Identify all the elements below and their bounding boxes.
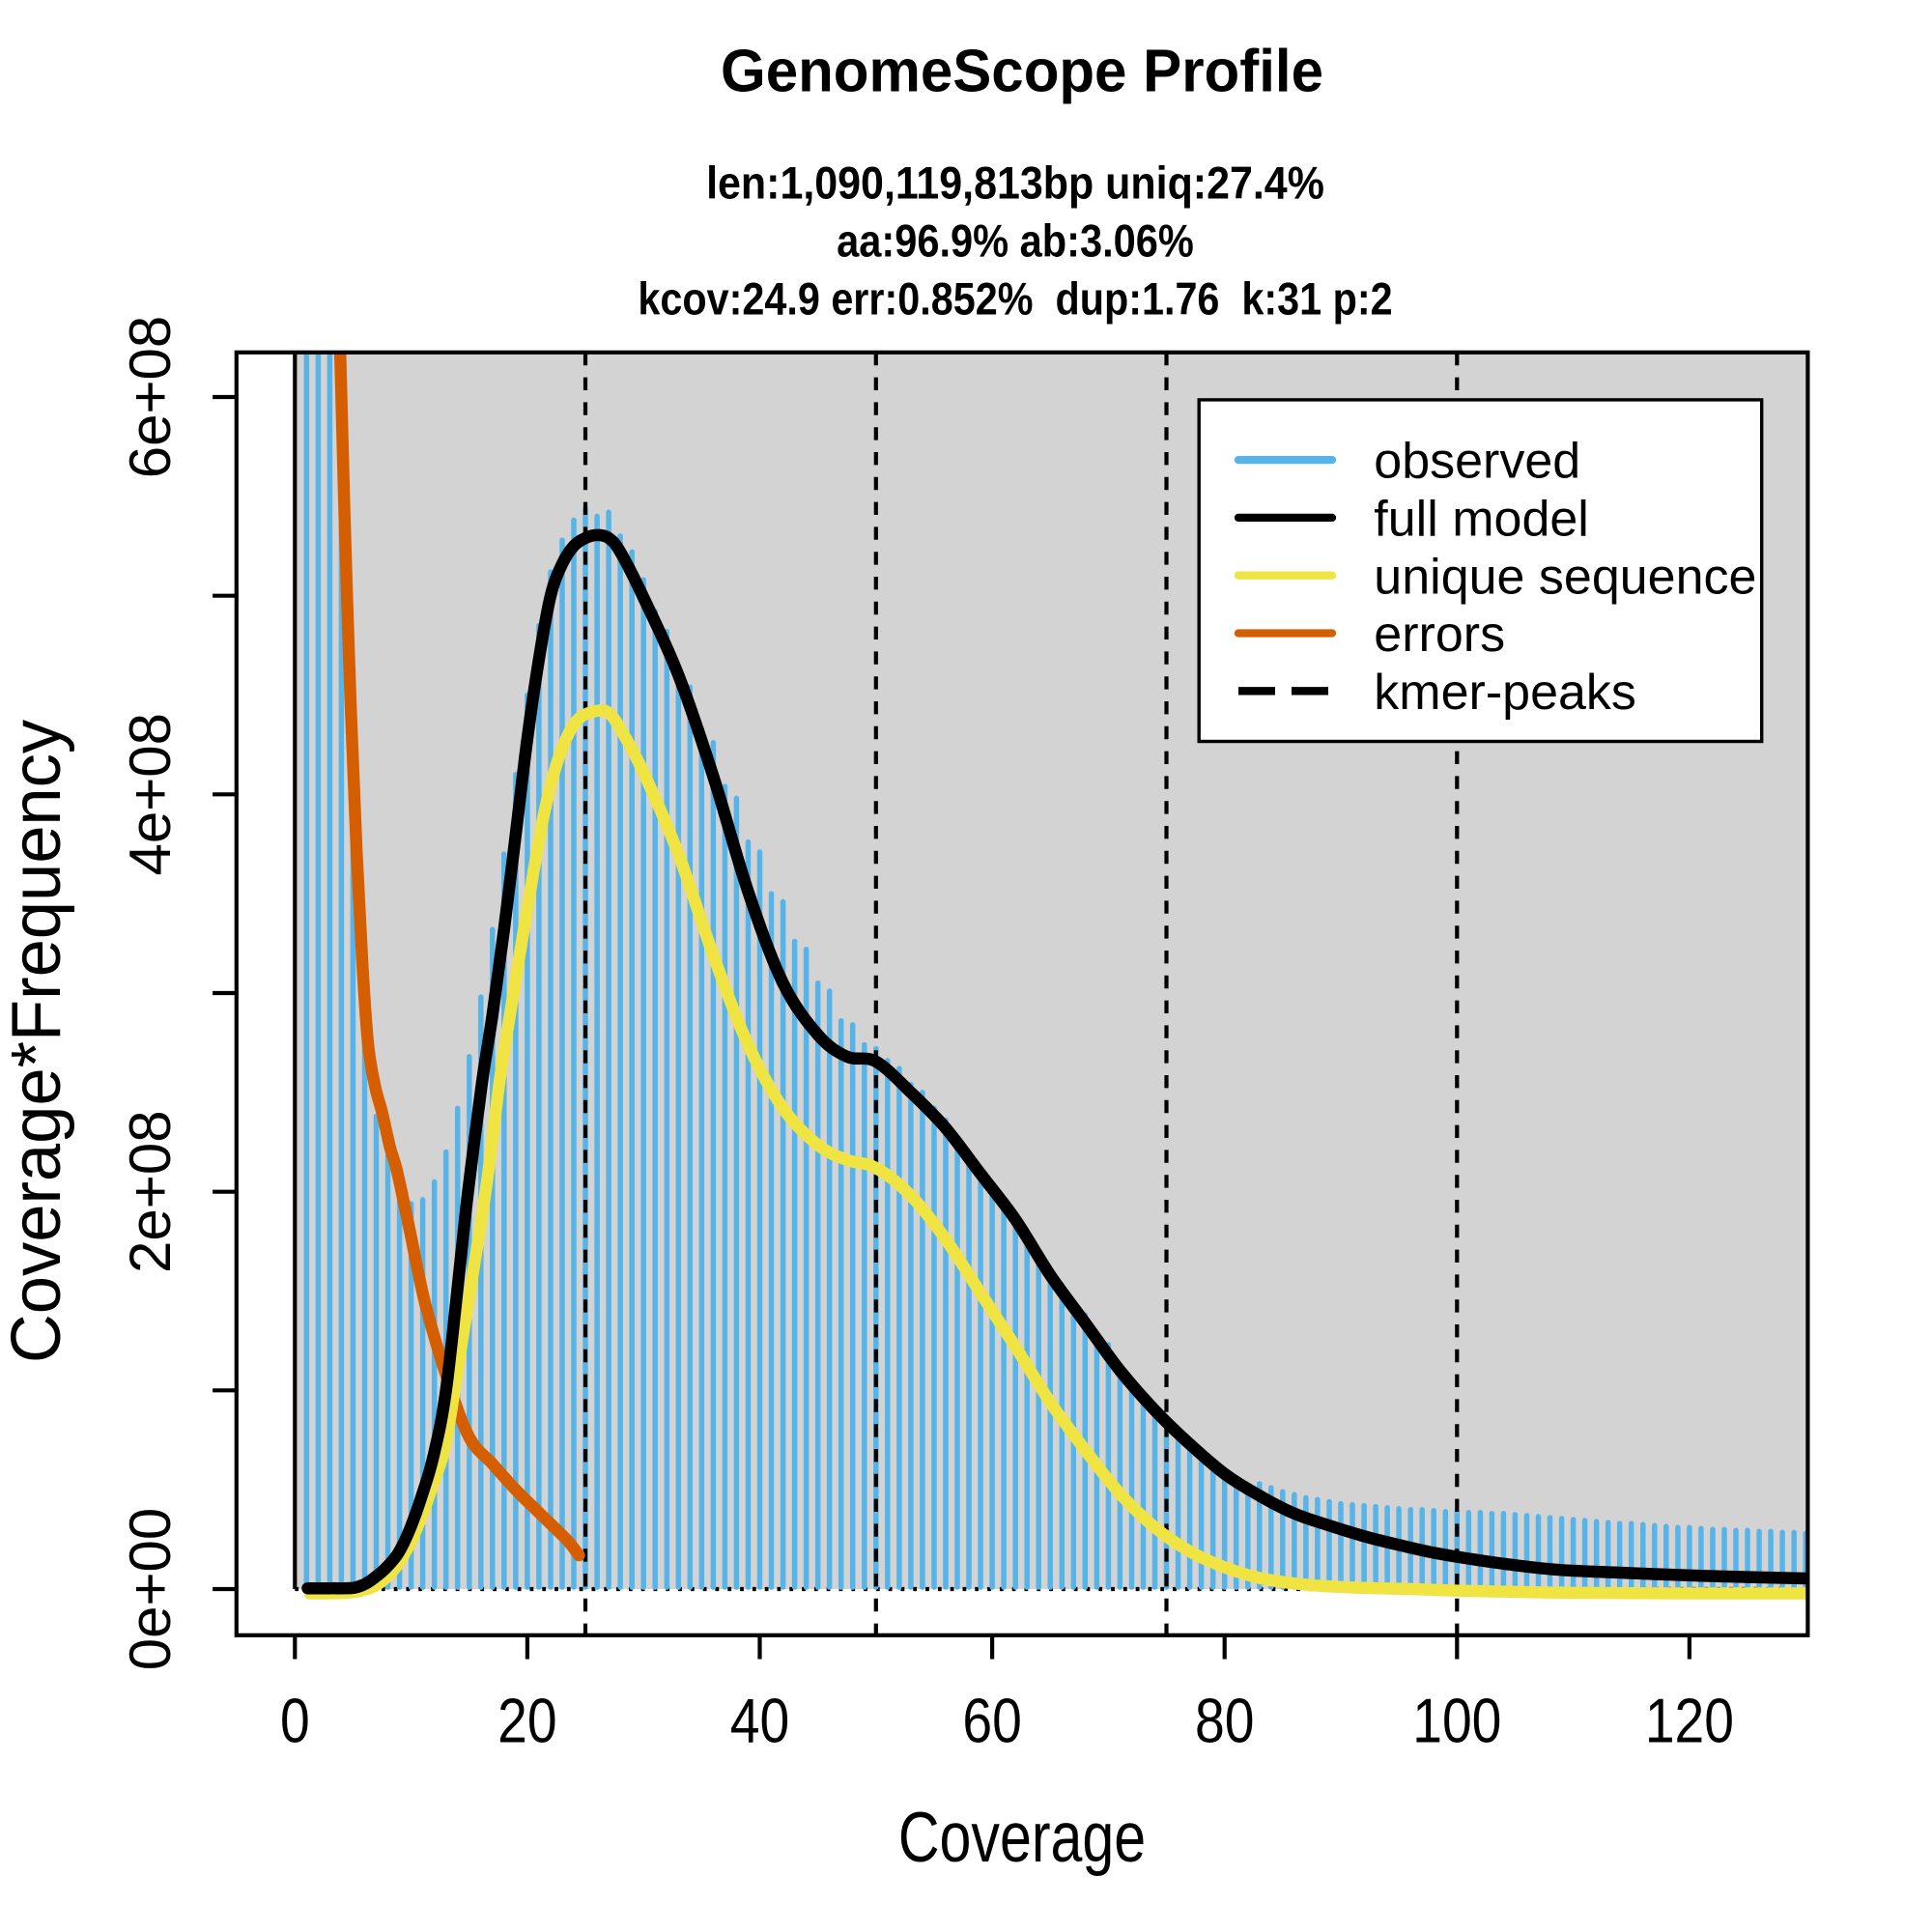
svg-text:80: 80 [1195, 1685, 1254, 1755]
svg-text:full model: full model [1374, 492, 1589, 548]
svg-text:len:1,090,119,813bp uniq:27.4%: len:1,090,119,813bp uniq:27.4% [706, 157, 1324, 209]
svg-text:120: 120 [1645, 1685, 1734, 1755]
svg-text:kcov:24.9 err:0.852% dup:1.76: kcov:24.9 err:0.852% dup:1.76 k:31 p:2 [638, 274, 1392, 325]
svg-text:observed: observed [1374, 434, 1580, 490]
svg-text:100: 100 [1412, 1685, 1501, 1755]
svg-text:kmer-peaks: kmer-peaks [1374, 665, 1636, 721]
svg-text:errors: errors [1374, 607, 1505, 663]
svg-text:0: 0 [280, 1685, 310, 1755]
svg-text:Coverage*Frequency: Coverage*Frequency [0, 720, 75, 1363]
svg-text:2e+08: 2e+08 [118, 1110, 183, 1273]
svg-text:0e+00: 0e+00 [118, 1508, 183, 1671]
svg-text:GenomeScope Profile: GenomeScope Profile [721, 39, 1323, 105]
svg-text:aa:96.9% ab:3.06%: aa:96.9% ab:3.06% [837, 216, 1194, 267]
svg-text:unique sequence: unique sequence [1374, 549, 1756, 605]
svg-text:Coverage: Coverage [898, 1799, 1146, 1877]
svg-text:20: 20 [497, 1685, 556, 1755]
svg-text:40: 40 [730, 1685, 789, 1755]
svg-text:4e+08: 4e+08 [118, 713, 183, 876]
svg-text:6e+08: 6e+08 [118, 316, 183, 479]
svg-text:60: 60 [962, 1685, 1021, 1755]
